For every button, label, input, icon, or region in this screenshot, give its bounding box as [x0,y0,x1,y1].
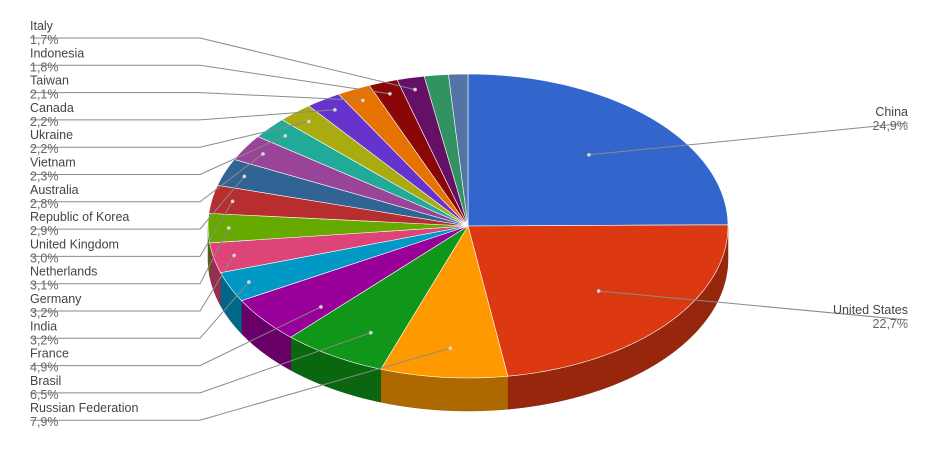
label-italy: Italy [30,19,54,33]
leader-dot-ukraine [307,119,311,124]
value-italy: 1,7% [30,33,59,47]
slice-taiwan [338,85,469,227]
slice-russian-federation [380,225,509,379]
value-ukraine: 2,2% [30,142,59,156]
leader-dot-italy [413,87,417,92]
slice-china [467,73,729,227]
leader-dot-indonesia [388,92,392,96]
leader-line-germany [30,255,235,312]
leader-dot-australia [261,152,265,156]
value-india: 3,2% [30,333,59,347]
label-republic-of-korea: Republic of Korea [30,210,129,224]
label-canada: Canada [30,101,74,115]
value-netherlands: 3,1% [30,279,59,293]
value-vietnam: 2,3% [30,170,59,184]
leader-dot-russian-federation [448,346,453,351]
leader-dot-netherlands [227,226,231,230]
leader-dot-vietnam [283,134,288,138]
leader-dot-canada [333,108,337,112]
leader-line-russian-federation [30,347,451,421]
label-australia: Australia [30,183,79,197]
leader-line-united-states [598,290,909,321]
label-taiwan: Taiwan [30,74,69,88]
leader-line-australia [30,153,264,203]
label-russian-federation: Russian Federation [30,401,138,415]
leader-dot-republic-of-korea [242,174,247,179]
value-brasil: 6,5% [30,388,59,402]
slice-brasil [290,225,469,370]
leader-line-netherlands [30,227,230,285]
leader-line-italy [30,37,416,91]
label-france: France [30,347,69,361]
pie-slices [207,73,729,379]
value-indonesia: 1,8% [30,60,59,74]
value-china: 24,9% [873,119,908,133]
leader-dot-france [319,305,323,309]
leader-dot-india [247,280,251,284]
leader-dot-brasil [369,330,373,335]
leader-line-china [588,122,909,156]
label-ukraine: Ukraine [30,128,73,142]
leader-dot-germany [232,253,236,258]
value-taiwan: 2,1% [30,88,59,102]
leader-line-ukraine [30,121,309,148]
leader-dot-taiwan [361,98,365,103]
value-canada: 2,2% [30,115,59,129]
leader-line-united-kingdom [30,201,234,257]
slice-vietnam [257,119,469,227]
label-netherlands: Netherlands [30,265,97,279]
label-united-states: United States [833,303,908,317]
leader-line-canada [30,109,335,121]
slice-other-17 [423,74,469,227]
value-united-states: 22,7% [873,317,908,331]
slice-australia [233,136,469,227]
label-germany: Germany [30,292,82,306]
slice-republic-of-korea [217,159,469,227]
slice-india [220,225,469,301]
value-germany: 3,2% [30,306,59,320]
label-china: China [875,105,908,119]
leader-line-vietnam [30,135,286,175]
leader-line-taiwan [30,92,363,101]
leader-dot-united-states [596,289,601,293]
label-vietnam: Vietnam [30,156,76,170]
slice-united-states [467,224,729,377]
label-united-kingdom: United Kingdom [30,237,119,251]
value-france: 4,9% [30,361,59,375]
leader-line-france [30,306,322,367]
leader-dot-china [587,153,591,157]
value-australia: 2,8% [30,197,59,211]
slice-other-18 [448,73,469,227]
value-united-kingdom: 3,0% [30,251,59,265]
leader-line-indonesia [30,64,390,95]
leader-line-republic-of-korea [30,176,245,230]
label-brasil: Brasil [30,374,61,388]
value-russian-federation: 7,9% [30,415,59,429]
slice-netherlands [207,213,469,244]
slice-canada [308,93,469,227]
leader-dot-united-kingdom [230,199,235,204]
leader-line-india [30,281,250,339]
slice-united-kingdom [208,184,469,227]
value-republic-of-korea: 2,9% [30,224,59,238]
slice-italy [396,75,469,227]
leader-line-brasil [30,332,371,394]
slice-france [240,225,469,338]
label-india: India [30,319,57,333]
label-indonesia: Indonesia [30,46,84,60]
